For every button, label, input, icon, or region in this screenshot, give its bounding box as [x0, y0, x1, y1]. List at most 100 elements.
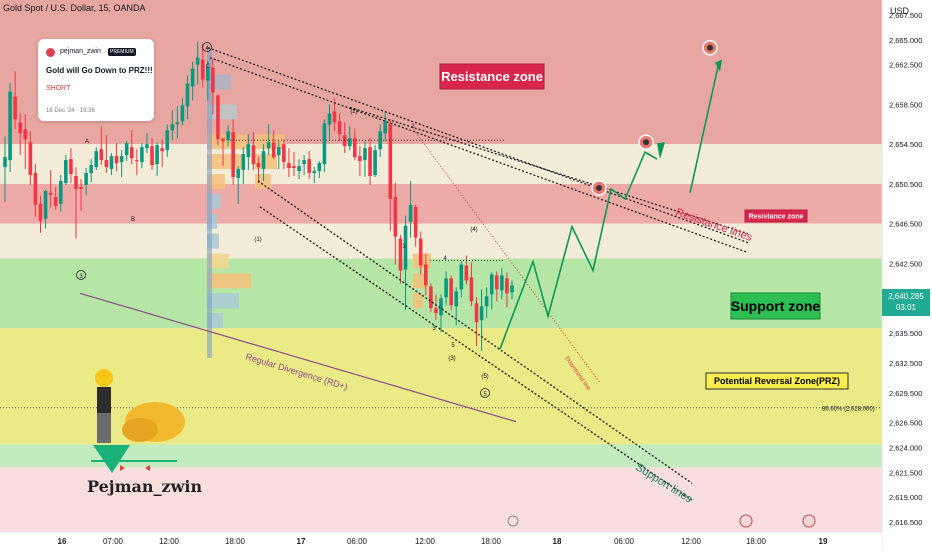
event-icon-us-flag-2: [802, 514, 816, 528]
wave-label-15: 5: [483, 392, 487, 398]
candle-body-56: [287, 163, 291, 169]
candle-body-21: [109, 156, 114, 170]
wave-label-6: (2): [350, 109, 357, 115]
candle-body-41: [211, 67, 215, 93]
price-scale: [881, 0, 932, 550]
y-tick-label-16: 2,616.500: [889, 518, 922, 527]
candle-body-25: [129, 147, 134, 159]
x-tick-label-5: 06:00: [347, 537, 368, 546]
candle-body-13: [69, 159, 73, 175]
candle-body-98: [500, 275, 504, 291]
candle-body-43: [221, 138, 225, 142]
time-axis-bg: [0, 532, 882, 550]
candle-body-84: [429, 286, 433, 309]
candle-body-78: [398, 238, 403, 271]
wave-circle-1: [76, 270, 86, 280]
y-tick-label-12: 2,626.500: [889, 419, 922, 428]
price-scale-bg: [882, 0, 932, 550]
y-tick-label-9: 2,635.500: [889, 329, 922, 338]
volume-bar-9: [207, 273, 251, 289]
candle-body-85: [434, 308, 438, 314]
author-avatar: [46, 48, 55, 57]
green-band-low: [0, 444, 882, 468]
pink-band-low: [0, 467, 882, 532]
candle-body-2: [13, 96, 17, 120]
candle-body-16: [84, 173, 88, 185]
short-direction: SHORT: [46, 85, 71, 92]
candle-body-75: [383, 121, 388, 134]
gold-pile-2: [122, 418, 158, 442]
last-price-tag: 2,640.285 03:01: [882, 289, 930, 316]
candle-body-54: [276, 147, 281, 156]
y-tick-label-0: 2,667.500: [889, 11, 922, 20]
x-tick-label-4: 17: [297, 537, 306, 546]
candle-body-69: [353, 138, 357, 158]
brand-name: Pejman_zwin: [87, 477, 203, 496]
x-tick-label-11: 18:00: [746, 537, 767, 546]
wave-label-11: (4): [470, 227, 477, 233]
currency-label: USD: [890, 6, 910, 16]
resistance-line-3: [349, 106, 749, 235]
y-tick-label-6: 2,646.500: [889, 220, 922, 229]
resistance-zone-lower-band: [0, 183, 882, 224]
x-tick-label-0: 16: [58, 537, 67, 546]
support-line-2: [259, 206, 693, 501]
candle-body-81: [413, 206, 418, 238]
candle-body-0: [3, 157, 7, 168]
wave-label-1: 3: [79, 274, 83, 280]
candle-body-92: [469, 277, 474, 302]
candle-body-6: [33, 173, 38, 205]
candle-body-40: [206, 67, 210, 81]
projection-path-2: [689, 66, 719, 194]
candle-body-96: [489, 274, 494, 295]
wave-label-14: (5): [481, 374, 488, 380]
neutral-band-2: [0, 223, 882, 259]
candle-body-17: [89, 165, 93, 174]
candle-body-52: [266, 142, 271, 149]
candle-body-80: [408, 204, 413, 222]
idea-card[interactable]: pejman_zwin PREMIUM Gold will Go Down to…: [38, 39, 154, 121]
candle-body-82: [418, 238, 423, 266]
fib-level-label: 86.60% (2,628.000): [822, 407, 875, 413]
wave-circle-15: [480, 388, 490, 398]
candle-body-11: [58, 180, 63, 204]
mascot-tri-1: [120, 465, 125, 471]
candle-body-24: [124, 143, 129, 156]
candle-body-27: [140, 147, 144, 163]
candle-body-100: [510, 285, 514, 293]
projection-arrow-2: [715, 59, 722, 72]
candle-body-73: [373, 150, 377, 176]
resistance-zone-label-main-box: [439, 63, 545, 90]
candle-body-32: [165, 130, 170, 151]
candle-body-64: [327, 113, 332, 125]
candle-body-58: [297, 166, 301, 172]
mascot-helmet: [95, 369, 113, 387]
x-tick-label-6: 12:00: [415, 537, 436, 546]
candle-body-50: [256, 163, 261, 168]
resistance-zone-label-small-box: [744, 209, 808, 223]
support-line-1: [257, 180, 693, 484]
candle-body-99: [505, 278, 509, 294]
y-tick-label-2: 2,662.500: [889, 61, 922, 70]
support-zone-label: Support zone: [731, 298, 821, 314]
resistance-zone-label-main: Resistance zone: [441, 69, 543, 84]
premium-badge: PREMIUM: [108, 48, 136, 56]
candle-body-91: [464, 265, 469, 281]
downtrend-line: [411, 126, 601, 384]
candle-body-42: [216, 95, 220, 140]
idea-date: 16 Dec '24 · 19:36: [46, 108, 95, 114]
candle-body-44: [226, 131, 230, 141]
volume-bar-c-2: [413, 293, 423, 309]
candle-body-39: [200, 59, 205, 80]
y-tick-label-10: 2,632.500: [889, 359, 922, 368]
candle-body-65: [332, 111, 337, 123]
wave-label-12: (3): [448, 356, 455, 362]
candle-body-79: [403, 225, 408, 270]
y-tick-label-1: 2,665.000: [889, 36, 922, 45]
candle-body-3: [18, 122, 23, 134]
candle-body-5: [28, 142, 33, 176]
event-icon-lightning: [507, 515, 519, 527]
candle-body-46: [236, 169, 241, 178]
